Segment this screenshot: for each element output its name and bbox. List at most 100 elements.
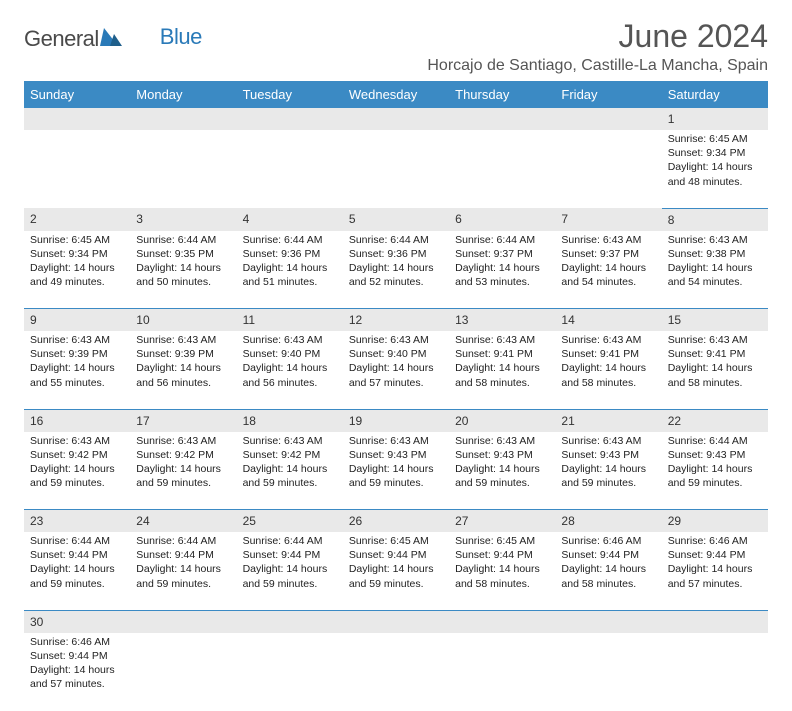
day-cell [449,130,555,208]
weekday-header: Monday [130,81,236,108]
day-number-cell [662,610,768,633]
day-content: Sunrise: 6:46 AMSunset: 9:44 PMDaylight:… [662,532,768,595]
sunset-text: Sunset: 9:37 PM [455,247,549,261]
day-cell: Sunrise: 6:43 AMSunset: 9:39 PMDaylight:… [24,331,130,409]
daylight-text-2: and 59 minutes. [136,476,230,490]
day-number-cell: 7 [555,208,661,231]
day-number-cell: 11 [237,309,343,332]
daylight-text-2: and 59 minutes. [455,476,549,490]
logo-text-general: General [24,26,99,52]
weekday-header: Thursday [449,81,555,108]
daylight-text-1: Daylight: 14 hours [668,462,762,476]
daylight-text-2: and 58 minutes. [561,577,655,591]
day-content: Sunrise: 6:43 AMSunset: 9:37 PMDaylight:… [555,231,661,294]
day-content: Sunrise: 6:43 AMSunset: 9:43 PMDaylight:… [449,432,555,495]
sunrise-text: Sunrise: 6:43 AM [136,333,230,347]
day-number-cell: 30 [24,610,130,633]
daylight-text-2: and 59 minutes. [668,476,762,490]
daylight-text-2: and 59 minutes. [349,577,443,591]
daylight-text-2: and 59 minutes. [561,476,655,490]
day-cell: Sunrise: 6:44 AMSunset: 9:44 PMDaylight:… [24,532,130,610]
day-number-cell: 6 [449,208,555,231]
day-cell [24,130,130,208]
sunset-text: Sunset: 9:44 PM [455,548,549,562]
daylight-text-1: Daylight: 14 hours [136,361,230,375]
day-number-cell: 12 [343,309,449,332]
daylight-text-1: Daylight: 14 hours [561,361,655,375]
day-number: 6 [455,212,462,226]
day-number: 16 [30,414,43,428]
day-cell: Sunrise: 6:43 AMSunset: 9:43 PMDaylight:… [449,432,555,510]
day-number: 2 [30,212,37,226]
day-cell: Sunrise: 6:44 AMSunset: 9:37 PMDaylight:… [449,231,555,309]
sunrise-text: Sunrise: 6:46 AM [30,635,124,649]
day-number-cell: 9 [24,309,130,332]
weekday-header: Sunday [24,81,130,108]
sunrise-text: Sunrise: 6:44 AM [136,534,230,548]
day-number: 29 [668,514,681,528]
day-cell: Sunrise: 6:44 AMSunset: 9:44 PMDaylight:… [130,532,236,610]
sunrise-text: Sunrise: 6:43 AM [455,434,549,448]
day-cell: Sunrise: 6:44 AMSunset: 9:44 PMDaylight:… [237,532,343,610]
daylight-text-1: Daylight: 14 hours [455,261,549,275]
sunrise-text: Sunrise: 6:43 AM [561,434,655,448]
day-content: Sunrise: 6:43 AMSunset: 9:40 PMDaylight:… [343,331,449,394]
day-number-cell [237,610,343,633]
sunrise-text: Sunrise: 6:43 AM [668,333,762,347]
day-number: 8 [668,213,675,227]
sunrise-text: Sunrise: 6:45 AM [455,534,549,548]
daylight-text-2: and 54 minutes. [561,275,655,289]
day-number-cell: 10 [130,309,236,332]
day-number: 5 [349,212,356,226]
sunset-text: Sunset: 9:44 PM [561,548,655,562]
sunrise-text: Sunrise: 6:43 AM [455,333,549,347]
day-cell: Sunrise: 6:43 AMSunset: 9:39 PMDaylight:… [130,331,236,409]
sunset-text: Sunset: 9:44 PM [136,548,230,562]
calendar-body: 1Sunrise: 6:45 AMSunset: 9:34 PMDaylight… [24,108,768,711]
day-cell [130,633,236,711]
day-number: 13 [455,313,468,327]
calendar-header-row: SundayMondayTuesdayWednesdayThursdayFrid… [24,81,768,108]
daylight-text-2: and 59 minutes. [136,577,230,591]
day-content: Sunrise: 6:43 AMSunset: 9:40 PMDaylight:… [237,331,343,394]
sunset-text: Sunset: 9:42 PM [136,448,230,462]
day-cell [343,130,449,208]
day-cell [555,633,661,711]
sunset-text: Sunset: 9:39 PM [30,347,124,361]
day-content: Sunrise: 6:44 AMSunset: 9:37 PMDaylight:… [449,231,555,294]
sunrise-text: Sunrise: 6:44 AM [30,534,124,548]
sunrise-text: Sunrise: 6:45 AM [30,233,124,247]
day-content: Sunrise: 6:44 AMSunset: 9:36 PMDaylight:… [343,231,449,294]
sunrise-text: Sunrise: 6:43 AM [243,333,337,347]
day-content: Sunrise: 6:43 AMSunset: 9:42 PMDaylight:… [24,432,130,495]
day-cell: Sunrise: 6:43 AMSunset: 9:42 PMDaylight:… [237,432,343,510]
daylight-text-1: Daylight: 14 hours [30,663,124,677]
sunrise-text: Sunrise: 6:43 AM [243,434,337,448]
day-number: 15 [668,313,681,327]
sunset-text: Sunset: 9:40 PM [243,347,337,361]
day-content: Sunrise: 6:44 AMSunset: 9:36 PMDaylight:… [237,231,343,294]
weekday-header: Wednesday [343,81,449,108]
daylight-text-1: Daylight: 14 hours [668,361,762,375]
month-title: June 2024 [427,18,768,55]
sunrise-text: Sunrise: 6:44 AM [455,233,549,247]
day-number: 4 [243,212,250,226]
sunrise-text: Sunrise: 6:43 AM [668,233,762,247]
sunset-text: Sunset: 9:44 PM [243,548,337,562]
daylight-text-2: and 50 minutes. [136,275,230,289]
day-cell: Sunrise: 6:43 AMSunset: 9:42 PMDaylight:… [130,432,236,510]
day-content: Sunrise: 6:43 AMSunset: 9:41 PMDaylight:… [449,331,555,394]
day-number: 7 [561,212,568,226]
day-cell [662,633,768,711]
day-cell: Sunrise: 6:44 AMSunset: 9:36 PMDaylight:… [343,231,449,309]
sunrise-text: Sunrise: 6:44 AM [136,233,230,247]
sunrise-text: Sunrise: 6:46 AM [668,534,762,548]
location-text: Horcajo de Santiago, Castille-La Mancha,… [427,57,768,75]
daylight-text-1: Daylight: 14 hours [349,361,443,375]
daylight-text-1: Daylight: 14 hours [30,361,124,375]
sunrise-text: Sunrise: 6:45 AM [668,132,762,146]
daylight-text-1: Daylight: 14 hours [349,562,443,576]
day-number: 10 [136,313,149,327]
day-cell: Sunrise: 6:46 AMSunset: 9:44 PMDaylight:… [24,633,130,711]
daylight-text-1: Daylight: 14 hours [30,562,124,576]
